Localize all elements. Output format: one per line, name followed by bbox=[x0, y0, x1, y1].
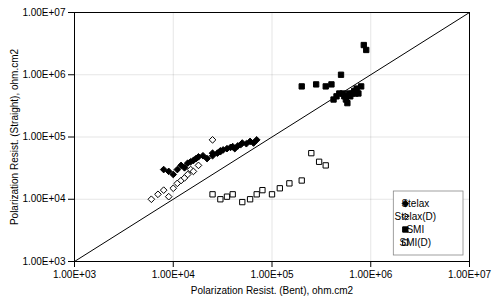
svg-text:1.00E+07: 1.00E+07 bbox=[22, 7, 66, 18]
svg-text:1.00E+03: 1.00E+03 bbox=[22, 256, 66, 267]
svg-text:Polarization Resist. (Bent), o: Polarization Resist. (Bent), ohm.cm2 bbox=[191, 285, 354, 296]
svg-text:1.00E+07: 1.00E+07 bbox=[448, 269, 492, 280]
svg-text:1.00E+06: 1.00E+06 bbox=[22, 69, 66, 80]
svg-text:1.00E+04: 1.00E+04 bbox=[22, 193, 66, 204]
svg-text:Polarization Resist. (Straight: Polarization Resist. (Straight), ohm.cm2 bbox=[9, 48, 20, 225]
svg-text:1.00E+03: 1.00E+03 bbox=[53, 269, 97, 280]
svg-text:Stelax(D): Stelax(D) bbox=[394, 211, 436, 222]
svg-text:1.00E+05: 1.00E+05 bbox=[22, 131, 66, 142]
svg-text:Stelax: Stelax bbox=[401, 198, 429, 209]
svg-text:1.00E+06: 1.00E+06 bbox=[349, 269, 393, 280]
svg-text:1.00E+04: 1.00E+04 bbox=[152, 269, 196, 280]
svg-text:1.00E+05: 1.00E+05 bbox=[250, 269, 294, 280]
svg-text:SMI(D): SMI(D) bbox=[399, 237, 431, 248]
svg-text:SMI: SMI bbox=[406, 224, 424, 235]
